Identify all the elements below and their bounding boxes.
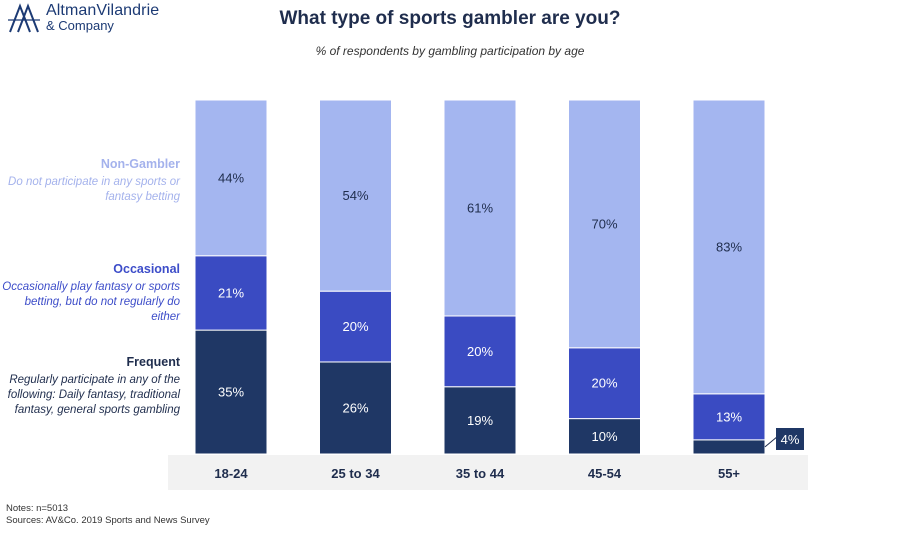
bar-frequent (194, 329, 268, 455)
x-tick-label: 18-24 (214, 466, 248, 481)
bar-frequent (443, 386, 517, 455)
bar-non-gambler (194, 99, 268, 257)
notes-text: Notes: n=5013 (6, 503, 69, 514)
legend-description: Regularly participate in any of the foll… (7, 374, 180, 416)
callout-line (764, 436, 778, 448)
x-tick-label: 45-54 (588, 466, 622, 481)
bar-frequent (319, 361, 392, 455)
bar-non-gambler (443, 99, 517, 317)
bar-occasional (692, 393, 766, 441)
bar-non-gambler (319, 99, 392, 292)
data-label: 70% (591, 216, 617, 231)
legend-description: Occasionally play fantasy or sports bett… (2, 281, 180, 323)
data-label: 19% (467, 413, 493, 428)
brand-mark-icon (8, 3, 40, 33)
x-tick-label: 35 to 44 (456, 466, 505, 481)
data-label: 26% (342, 400, 368, 415)
legend-occasional: Occasional Occasionally play fantasy or … (0, 262, 180, 325)
footer-notes: Notes: n=5013 Sources: AV&Co. 2019 Sport… (6, 503, 210, 527)
data-label: 35% (218, 385, 244, 400)
bar-occasional (568, 347, 641, 420)
x-tick-label: 25 to 34 (331, 466, 380, 481)
brand-name: AltmanVilandrie (46, 2, 160, 19)
page-title: What type of sports gambler are you? (279, 8, 621, 29)
data-label: 44% (218, 170, 244, 185)
bar-occasional (443, 315, 517, 388)
bar-occasional (194, 255, 268, 331)
bar-non-gambler (568, 99, 641, 349)
brand-name-suffix: & Company (46, 18, 114, 33)
sources-text: Sources: AV&Co. 2019 Sports and News Sur… (6, 515, 210, 526)
page-subtitle: % of respondents by gambling participati… (315, 44, 585, 58)
x-tick-label: 55+ (718, 466, 740, 481)
legend-description: Do not participate in any sports or fant… (8, 176, 180, 203)
bar-frequent (568, 418, 641, 455)
data-label: 54% (342, 188, 368, 203)
x-axis-band (168, 455, 808, 490)
data-label: 61% (467, 200, 493, 215)
data-label: 21% (218, 285, 244, 300)
legend-heading: Non-Gambler (100, 157, 180, 171)
bar-non-gambler (692, 99, 766, 395)
bar-occasional (319, 290, 392, 363)
legend-heading: Occasional (113, 262, 180, 276)
data-label: 13% (716, 409, 742, 424)
legend-frequent: Frequent Regularly participate in any of… (0, 355, 180, 418)
data-label: 20% (591, 376, 617, 391)
data-label: 83% (716, 239, 742, 254)
data-label: 20% (467, 344, 493, 359)
brand-logo: AltmanVilandrie & Company (6, 2, 196, 38)
data-label: 4% (781, 432, 800, 447)
callout-box (776, 428, 804, 450)
legend-nongambler: Non-Gambler Do not participate in any sp… (0, 157, 180, 205)
data-label: 10% (591, 429, 617, 444)
legend-heading: Frequent (126, 355, 180, 369)
data-label: 20% (342, 319, 368, 334)
bar-frequent (692, 439, 766, 455)
